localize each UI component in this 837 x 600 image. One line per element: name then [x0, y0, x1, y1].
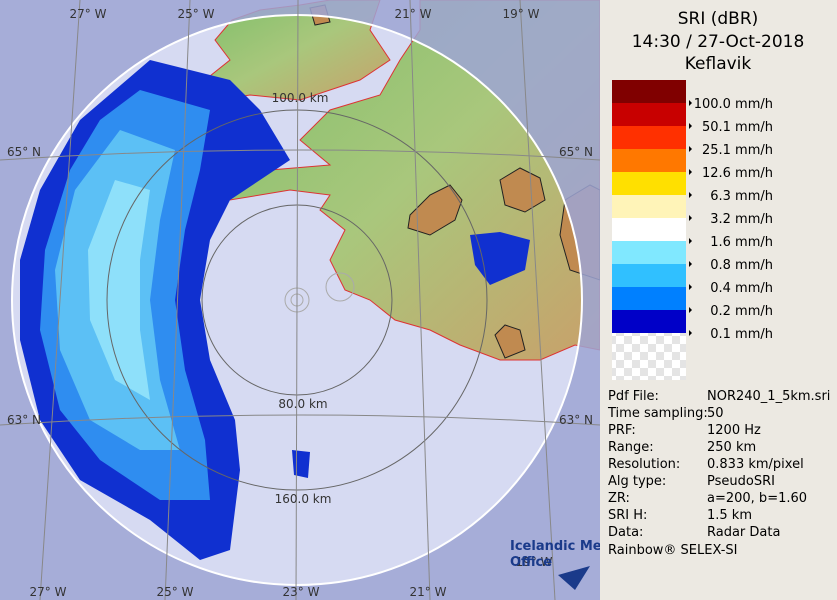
info-value: 50	[707, 406, 724, 421]
info-key: Data:	[608, 525, 643, 540]
legend-label: 0.2 mm/h	[710, 304, 773, 319]
range-label: 80.0 km	[278, 397, 327, 411]
logo-text: Icelandic Met	[510, 539, 608, 554]
logo: Icelandic Met Office	[510, 539, 608, 590]
time: 14:30 / 27-Oct-2018	[632, 32, 805, 52]
info-value: 250 km	[707, 440, 756, 455]
lat-label: 65° N	[7, 145, 41, 159]
legend-label: 25.1 mm/h	[702, 143, 773, 158]
lon-label: 19° W	[503, 7, 540, 21]
lon-label: 27° W	[70, 7, 107, 21]
legend-label: 3.2 mm/h	[710, 212, 773, 227]
logo-text: Office	[510, 555, 552, 570]
legend-marker	[689, 146, 692, 152]
graticule-labels: 27° W 25° W 21° W 19° W 27° W 25° W 23° …	[7, 7, 593, 599]
info-key: Alg type:	[608, 474, 666, 489]
legend-marker	[689, 100, 692, 106]
legend-label: 50.1 mm/h	[702, 120, 773, 135]
footer: Rainbow® SELEX-SI	[608, 543, 738, 558]
legend-label: 12.6 mm/h	[702, 166, 773, 181]
lon-label: 25° W	[157, 585, 194, 599]
range-label: 160.0 km	[275, 492, 332, 506]
info-value: 1.5 km	[707, 508, 752, 523]
info-key: Pdf File:	[608, 389, 659, 404]
graticule	[0, 0, 600, 600]
info-key: Time sampling:	[607, 406, 708, 421]
legend-label: 6.3 mm/h	[710, 189, 773, 204]
lon-label: 21° W	[410, 585, 447, 599]
legend-label: 0.4 mm/h	[710, 281, 773, 296]
legend-marker	[689, 192, 692, 198]
info-key: Range:	[608, 440, 654, 455]
info-table: Pdf File: NOR240_1_5km.sri Time sampling: 5…	[607, 389, 830, 540]
legend-marker	[689, 169, 692, 175]
legend-marker	[689, 238, 692, 244]
legend-label: 0.1 mm/h	[710, 327, 773, 342]
lon-label: 21° W	[395, 7, 432, 21]
legend-marker	[689, 330, 692, 336]
lat-label: 63° N	[7, 413, 41, 427]
lon-label: 27° W	[30, 585, 67, 599]
legend-marker	[689, 215, 692, 221]
legend-marker	[689, 284, 692, 290]
legend-labels: 100.0 mm/h 50.1 mm/h 25.1 mm/h 12.6 mm/h 6.3…	[689, 97, 773, 342]
info-key: PRF:	[608, 423, 636, 438]
lon-label: 19° W	[516, 555, 553, 569]
range-label: 100.0 km	[272, 91, 329, 105]
map: 100.0 km 80.0 km 160.0 km 27° W 25° W 21…	[0, 0, 608, 600]
precipitation	[20, 60, 530, 560]
info-key: ZR:	[608, 491, 630, 506]
info-value: NOR240_1_5km.sri	[707, 389, 830, 404]
title: SRI (dBR)	[678, 9, 759, 29]
legend-swatches	[612, 80, 686, 380]
legend-marker	[689, 123, 692, 129]
legend-marker	[689, 307, 692, 313]
info-key: Resolution:	[608, 457, 680, 472]
range-edge	[11, 14, 583, 586]
info-value: PseudoSRI	[707, 474, 775, 489]
info-value: 1200 Hz	[707, 423, 761, 438]
legend-label: 1.6 mm/h	[710, 235, 773, 250]
legend-label: 0.8 mm/h	[710, 258, 773, 273]
info-key: SRI H:	[608, 508, 647, 523]
lat-label: 63° N	[559, 413, 593, 427]
lon-label: 23° W	[283, 585, 320, 599]
site: Keflavik	[685, 54, 752, 74]
info-value: Radar Data	[707, 525, 780, 540]
lat-label: 65° N	[559, 145, 593, 159]
legend-label: 100.0 mm/h	[694, 97, 773, 112]
lon-label: 25° W	[178, 7, 215, 21]
out-of-range	[0, 0, 600, 600]
info-value: a=200, b=1.60	[707, 491, 807, 506]
legend-marker	[689, 261, 692, 267]
info-value: 0.833 km/pixel	[707, 457, 804, 472]
